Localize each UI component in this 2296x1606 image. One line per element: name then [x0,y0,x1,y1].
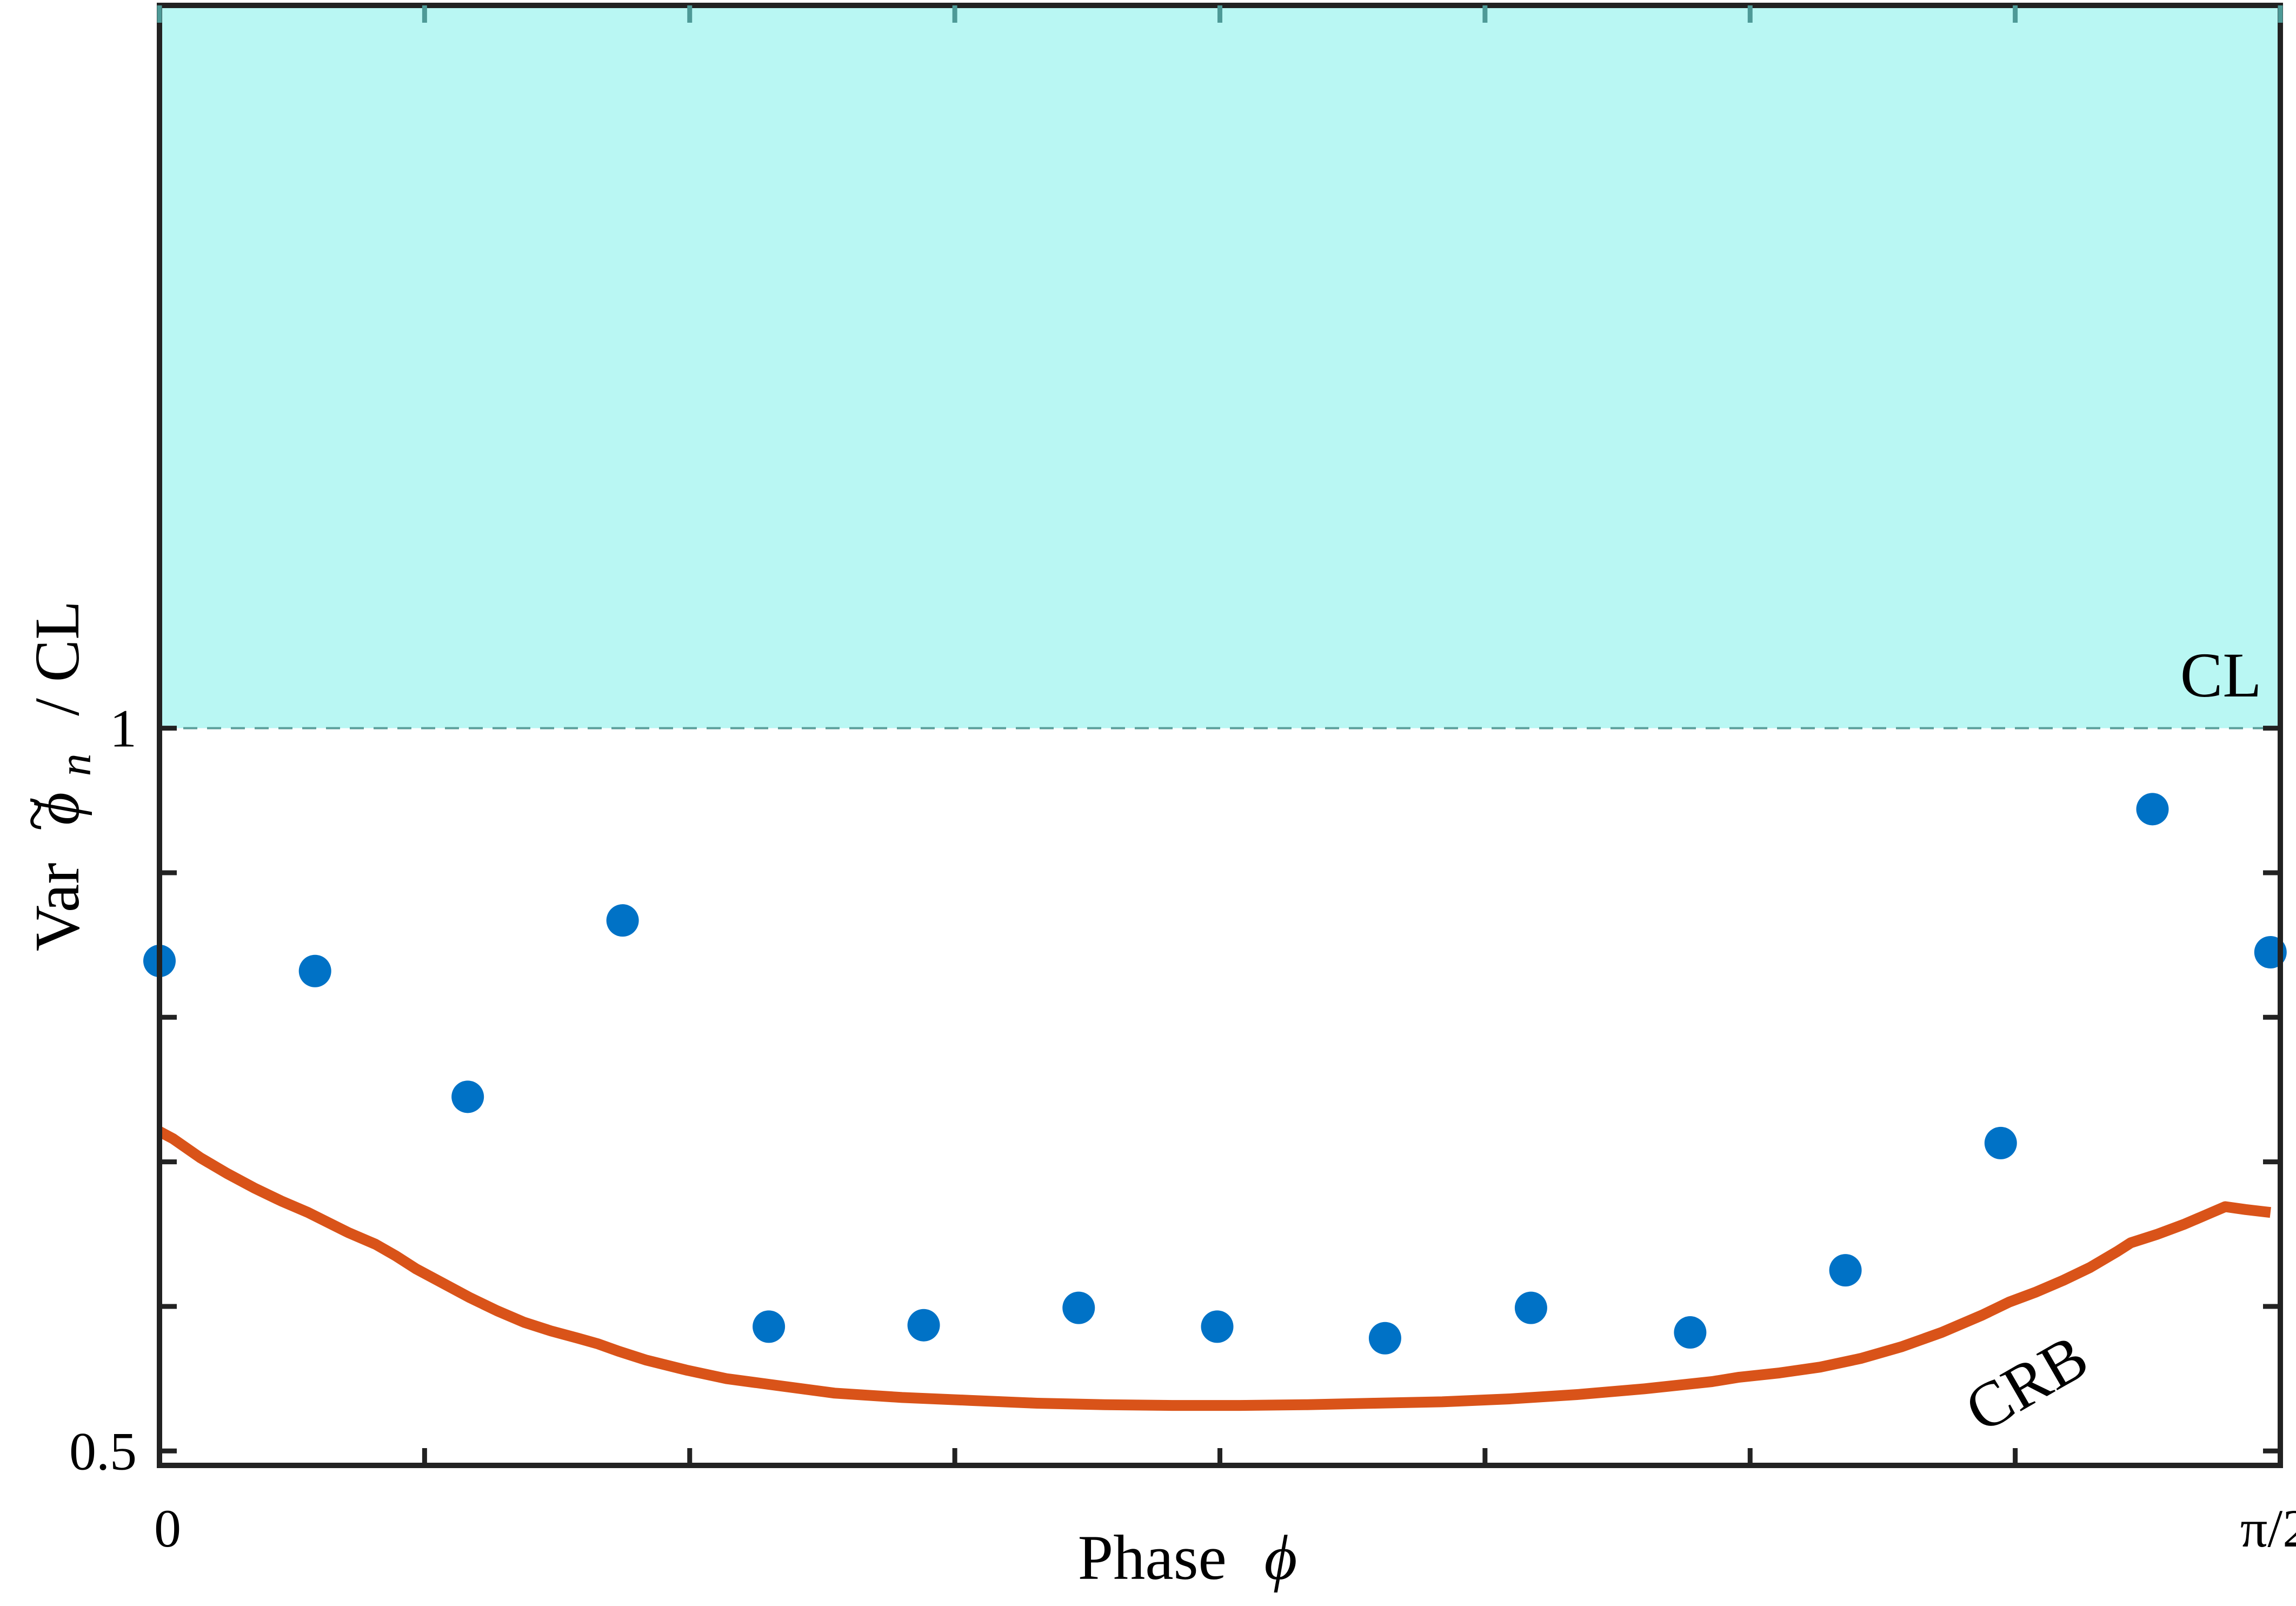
y-axis-label-symbol: ϕ [22,792,92,825]
cl-region [159,5,2280,728]
cl-region-layer [159,5,2280,729]
data-point [1368,1322,1401,1355]
y-axis-label-suffix: / CL [22,601,92,716]
data-point [298,954,331,987]
x-axis-label: Phase ϕ [1078,1522,1297,1593]
labels-layer: Phase ϕ Var ϕ n / CL ~ CL CRB [0,601,2262,1593]
data-point [907,1309,940,1342]
y-axis-label-prefix: Var [22,862,92,951]
x-axis-label-prefix: Phase [1078,1522,1227,1593]
crb-line [157,1126,2271,1411]
x-tick-label: π/2 [2240,1498,2296,1558]
y-tick-label: 1 [110,699,137,759]
data-point [1514,1291,1547,1324]
x-tick-label: 0 [154,1498,181,1558]
data-point [1829,1254,1862,1287]
data-point [753,1310,786,1343]
y-axis-label: Var ϕ n / CL [22,601,104,951]
crb-annotation: CRB [1953,1320,2099,1446]
cl-annotation: CL [2180,640,2262,711]
axis-ticks: 0 π/2 0.5 1 [69,5,2296,1558]
data-point [1984,1126,2017,1159]
data-point [606,904,639,937]
data-point [1674,1316,1707,1349]
series-layer [143,793,2287,1411]
data-point [1062,1291,1095,1324]
tilde-accent: ~ [0,797,71,831]
data-point [1201,1310,1234,1343]
x-axis-label-symbol: ϕ [1264,1522,1297,1593]
y-tick-label: 0.5 [69,1421,137,1481]
y-axis-label-subscript: n [50,753,101,776]
data-point [451,1080,484,1113]
data-point [2136,793,2169,826]
